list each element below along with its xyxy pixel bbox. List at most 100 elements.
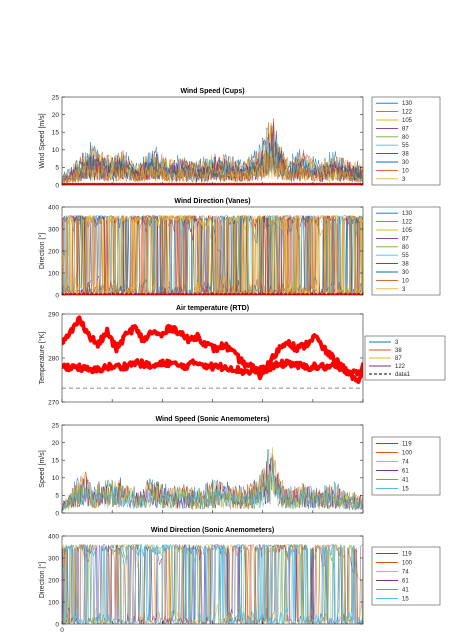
plot-area: [62, 314, 363, 402]
legend-label: 130: [402, 101, 413, 107]
marker-point: [240, 292, 245, 295]
marker-point: [223, 292, 228, 295]
y-tick-label: 0: [55, 510, 59, 517]
legend-label: 100: [402, 561, 413, 567]
marker-point: [62, 292, 65, 295]
y-tick-label: 20: [52, 112, 60, 119]
chart-title: Wind Speed (Sonic Anemometers): [155, 416, 269, 423]
legend-label: data1: [395, 372, 411, 378]
legend-label: 55: [402, 143, 409, 149]
marker-point: [206, 292, 211, 295]
marker-point: [236, 292, 241, 295]
marker-point: [283, 292, 288, 295]
legend: 119 100 74 61 41 15: [371, 546, 441, 606]
panel-5: 0 100 200 300 400 Wind Direction (Sonic Anemo…: [38, 527, 441, 632]
marker-point: [163, 292, 168, 295]
marker-point: [218, 292, 224, 295]
marker-point: [141, 292, 146, 295]
marker-point: [352, 292, 357, 295]
chart-title: Wind Direction (Sonic Anemometers): [151, 527, 274, 534]
marker-point: [231, 292, 237, 295]
y-axis-label: Speed [m/s]: [39, 450, 46, 487]
y-tick-label: 200: [48, 577, 59, 584]
marker-point: [111, 292, 116, 295]
legend-label: 105: [402, 118, 413, 124]
legend-label: 74: [402, 570, 409, 576]
y-axis-label: Direction [°]: [38, 233, 46, 269]
marker-point: [154, 292, 159, 295]
series-group: [62, 447, 363, 512]
legend-label: 3: [402, 177, 406, 183]
marker-point: [145, 292, 151, 295]
marker-point: [253, 292, 258, 295]
legend-label: 55: [402, 253, 409, 259]
marker-point: [180, 292, 185, 295]
marker-point: [72, 292, 78, 295]
y-tick-label: 200: [48, 248, 59, 255]
marker-point: [300, 292, 305, 295]
y-tick-label: 270: [48, 399, 59, 406]
y-tick-label: 400: [48, 204, 59, 211]
marker-point: [227, 292, 232, 295]
chart-title: Wind Direction (Vanes): [174, 198, 250, 205]
marker-point: [313, 292, 318, 295]
marker-point: [94, 292, 99, 295]
series-group: [62, 118, 363, 185]
legend-label: 122: [402, 110, 413, 116]
marker-point: [197, 292, 202, 295]
marker-point: [158, 292, 164, 295]
y-tick-label: 100: [48, 599, 59, 606]
y-tick-label: 0: [55, 621, 59, 628]
series-group: [62, 315, 363, 389]
marker-point: [326, 292, 331, 295]
y-tick-label: 25: [52, 422, 60, 429]
marker-point: [102, 292, 108, 295]
marker-point: [188, 292, 194, 295]
legend-label: 80: [402, 245, 409, 251]
marker-point: [309, 292, 314, 295]
legend-label: 61: [402, 469, 409, 475]
legend: 119 100 74 61 41 15: [371, 436, 441, 496]
y-tick-label: 300: [48, 226, 59, 233]
marker-point: [132, 292, 138, 295]
marker-point: [98, 292, 103, 295]
y-tick-label: 25: [52, 94, 60, 101]
marker-point: [330, 292, 336, 295]
legend-label: 87: [395, 356, 402, 362]
y-tick-label: 290: [48, 311, 59, 318]
marker-point: [201, 292, 207, 295]
chart-title: Air temperature (RTD): [176, 305, 249, 312]
series-line-3: [62, 149, 363, 184]
marker-point: [64, 292, 69, 295]
marker-point: [304, 292, 310, 295]
marker-point: [270, 292, 275, 295]
y-tick-label: 280: [48, 355, 59, 362]
marker-point: [257, 292, 262, 295]
marker-point: [339, 292, 344, 295]
legend-label: 30: [402, 160, 409, 166]
y-tick-label: 15: [52, 130, 60, 137]
y-tick-label: 10: [52, 147, 60, 154]
marker-point: [184, 292, 189, 295]
legend-label: 38: [402, 152, 409, 158]
y-tick-label: 0: [55, 182, 59, 189]
marker-point: [150, 292, 155, 295]
y-tick-label: 400: [48, 533, 59, 540]
marker-point: [81, 292, 86, 295]
legend-label: 15: [402, 487, 409, 493]
legend-label: 3: [402, 287, 406, 293]
legend-label: 10: [402, 168, 409, 174]
marker-point: [124, 292, 129, 295]
marker-point: [322, 292, 327, 295]
marker-point: [287, 292, 293, 295]
marker-point: [279, 292, 284, 295]
marker-point: [89, 292, 95, 295]
series-line-15: [62, 460, 363, 511]
legend-label: 87: [402, 126, 409, 132]
y-tick-label: 15: [52, 458, 60, 465]
marker-point: [175, 292, 181, 295]
legend-label: 15: [402, 597, 409, 603]
legend-label: 41: [402, 588, 409, 594]
marker-point: [115, 292, 121, 295]
